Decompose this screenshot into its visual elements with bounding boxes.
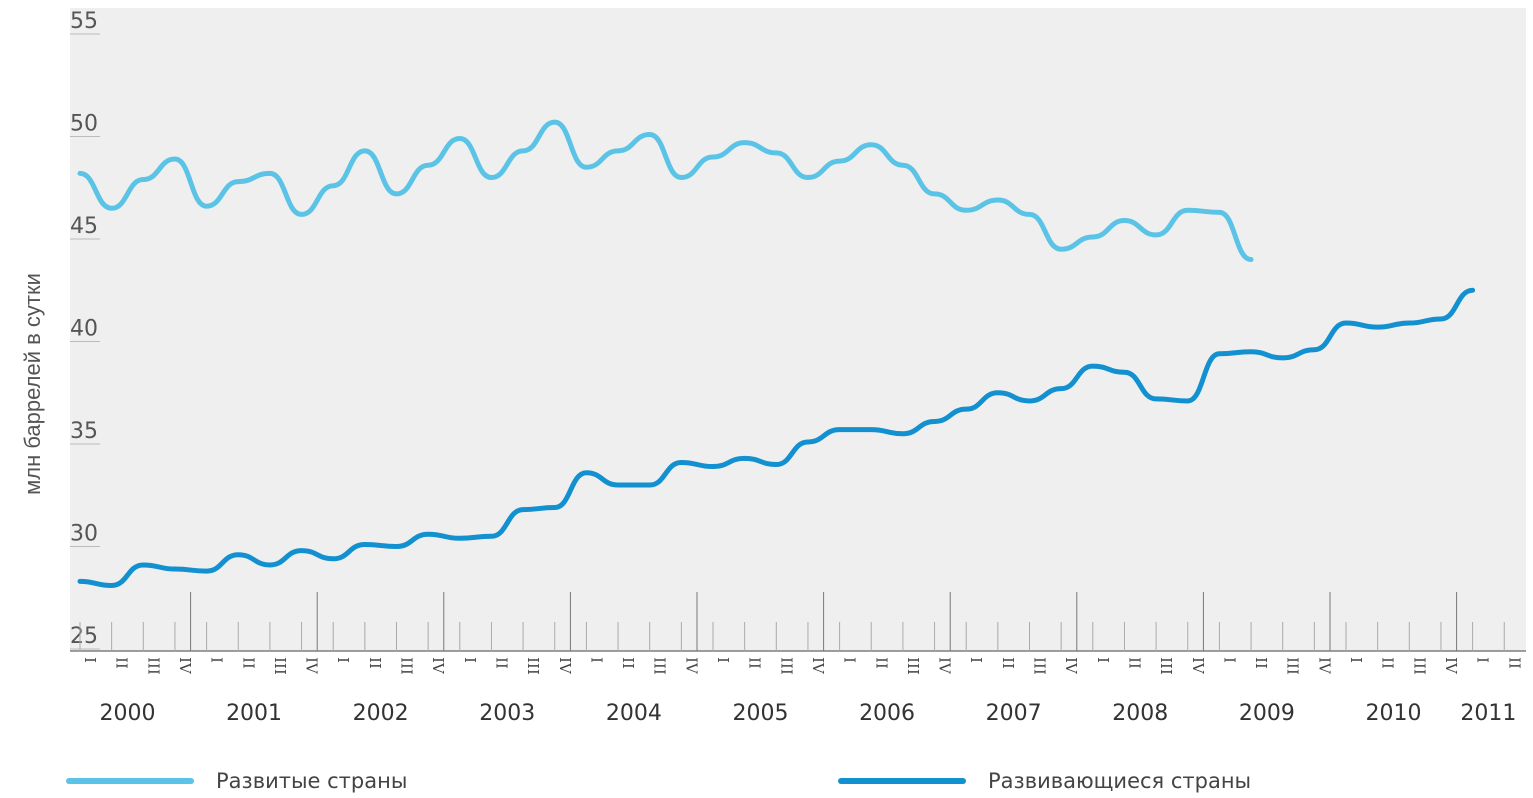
year-label: 2002 [353, 701, 409, 726]
year-label: 2005 [732, 701, 788, 726]
quarter-label: IV [1442, 657, 1460, 675]
quarter-label: II [619, 657, 637, 669]
quarter-label: III [144, 657, 162, 675]
quarter-label: III [398, 657, 416, 675]
quarter-label: IV [176, 657, 194, 675]
quarter-label: IV [1315, 657, 1333, 675]
quarter-label: II [746, 657, 764, 669]
year-label: 2008 [1112, 701, 1168, 726]
legend-swatch-developing [838, 778, 966, 784]
quarter-label: II [1379, 657, 1397, 669]
legend-item-developing: Развивающиеся страны [838, 764, 1251, 798]
series-line-developed [77, 119, 1254, 262]
quarter-label: III [1284, 657, 1302, 675]
quarter-label: I [587, 657, 605, 663]
quarter-label: III [271, 657, 289, 675]
year-label: 2007 [986, 701, 1042, 726]
year-label: 2001 [226, 701, 282, 726]
y-tick-label: 50 [70, 112, 98, 137]
quarter-label: III [1157, 657, 1175, 675]
plot-background [70, 8, 1526, 651]
quarter-label: III [904, 657, 922, 675]
quarter-label: II [239, 657, 257, 669]
quarter-label: III [777, 657, 795, 675]
quarter-label: IV [1062, 657, 1080, 675]
x-axis: I II III IV I II III IV I II III IV I II III IV I II III IV… [70, 592, 1526, 726]
quarter-label: IV [682, 657, 700, 675]
quarter-label: III [524, 657, 542, 675]
quarter-label: I [1347, 657, 1365, 663]
series-layer [77, 119, 1476, 588]
quarter-label: IV [936, 657, 954, 675]
quarter-label: II [366, 657, 384, 669]
y-axis-ticks: 25 30 35 40 45 50 55 [70, 9, 100, 650]
quarter-label: I [841, 657, 859, 663]
y-tick-label: 35 [70, 419, 98, 444]
quarter-label: II [999, 657, 1017, 669]
quarter-label: II [1125, 657, 1143, 669]
year-label: 2003 [479, 701, 535, 726]
quarter-label: I [714, 657, 732, 663]
quarter-label: II [872, 657, 890, 669]
year-label: 2010 [1365, 701, 1421, 726]
quarter-label: I [967, 657, 985, 663]
quarter-label: III [1031, 657, 1049, 675]
quarter-label: III [651, 657, 669, 675]
quarter-label: I [461, 657, 479, 663]
quarter-label: I [1220, 657, 1238, 663]
year-label: 2009 [1239, 701, 1295, 726]
quarter-label: IV [1189, 657, 1207, 675]
quarter-label: III [1410, 657, 1428, 675]
quarter-label: IV [556, 657, 574, 675]
quarter-label: II [113, 657, 131, 669]
legend-label-developing: Развивающиеся страны [988, 769, 1252, 793]
y-tick-label: 25 [70, 624, 98, 649]
quarter-label: IV [809, 657, 827, 675]
year-label: 2004 [606, 701, 662, 726]
y-tick-label: 30 [70, 522, 98, 547]
y-tick-label: 40 [70, 317, 98, 342]
quarter-label: I [208, 657, 226, 663]
legend-swatch-developed [66, 778, 194, 784]
year-label: 2000 [99, 701, 155, 726]
year-label: 2011 [1460, 701, 1516, 726]
y-tick-label: 45 [70, 214, 98, 239]
quarter-label: II [1505, 657, 1523, 669]
quarter-label: II [1252, 657, 1270, 669]
quarter-label: I [1094, 657, 1112, 663]
quarter-label: I [334, 657, 352, 663]
quarter-label: II [492, 657, 510, 669]
quarter-label: I [81, 657, 99, 663]
y-tick-label: 55 [70, 9, 98, 34]
legend-item-developed: Развитые страны [66, 764, 407, 798]
quarter-label: IV [429, 657, 447, 675]
year-label: 2006 [859, 701, 915, 726]
quarter-label: IV [303, 657, 321, 675]
y-axis-label: млн баррелей в сутки [20, 273, 45, 495]
legend-label-developed: Развитые страны [216, 769, 408, 793]
quarter-label: I [1474, 657, 1492, 663]
